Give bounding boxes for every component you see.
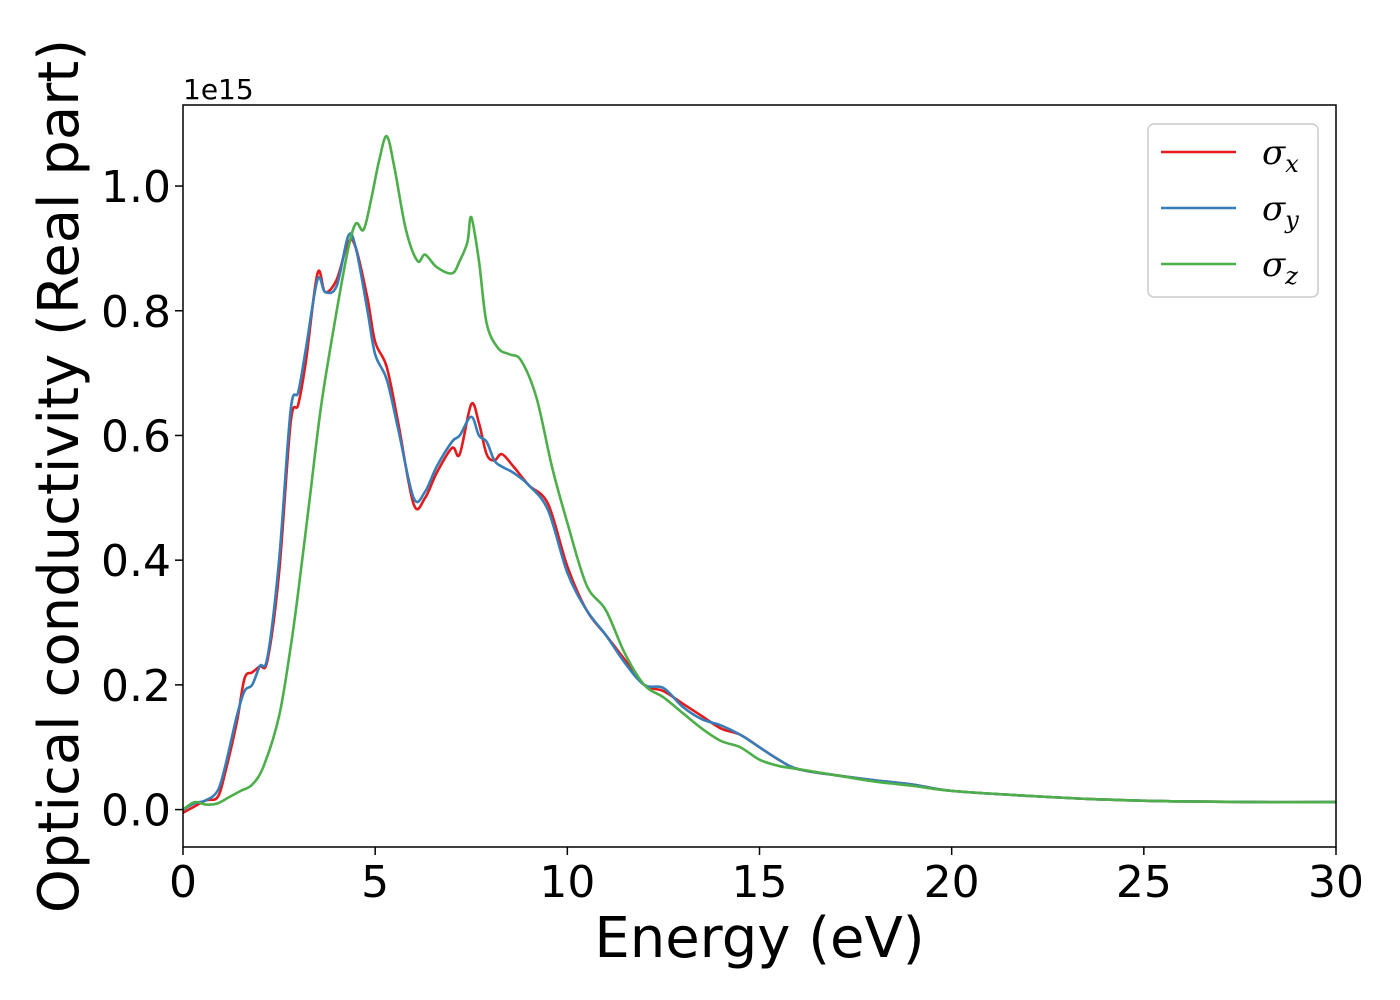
y-tick-label: 0.8 <box>101 287 171 338</box>
y-axis-label: Optical conductivity (Real part) <box>27 39 92 913</box>
y-tick-label: 1.0 <box>101 162 171 213</box>
x-tick-label: 10 <box>539 857 595 908</box>
x-tick-label: 30 <box>1308 857 1364 908</box>
x-tick-label: 0 <box>169 857 197 908</box>
x-tick-label: 25 <box>1116 857 1172 908</box>
legend-item-y: σy <box>1161 189 1299 234</box>
y-tick-label: 0.2 <box>101 661 171 712</box>
legend-item-z: σz <box>1161 245 1298 290</box>
y-axis-offset-text: 1e15 <box>183 73 254 106</box>
legend-item-x: σx <box>1161 133 1299 178</box>
legend-label: σz <box>1262 245 1298 290</box>
legend-label: σx <box>1262 133 1299 178</box>
series-line-y <box>183 232 1336 811</box>
x-axis-label: Energy (eV) <box>594 906 924 971</box>
x-tick-label: 20 <box>924 857 980 908</box>
series-layer <box>183 134 1336 814</box>
y-tick-label: 0.6 <box>101 411 171 462</box>
x-tick-label: 5 <box>361 857 389 908</box>
series-line-z <box>183 134 1336 811</box>
y-tick-label: 0.4 <box>101 536 171 587</box>
legend-box <box>1147 123 1319 298</box>
series-line-x <box>183 238 1336 814</box>
y-tick-label: 0.0 <box>101 786 171 837</box>
x-tick-label: 15 <box>732 857 788 908</box>
y-axis: 0.0 0.2 0.4 0.6 0.8 1.0 <box>101 162 183 837</box>
legend: σx σy σz <box>1147 123 1319 298</box>
legend-label: σy <box>1262 189 1299 234</box>
x-axis: 0 5 10 15 20 25 30 <box>169 847 1364 908</box>
